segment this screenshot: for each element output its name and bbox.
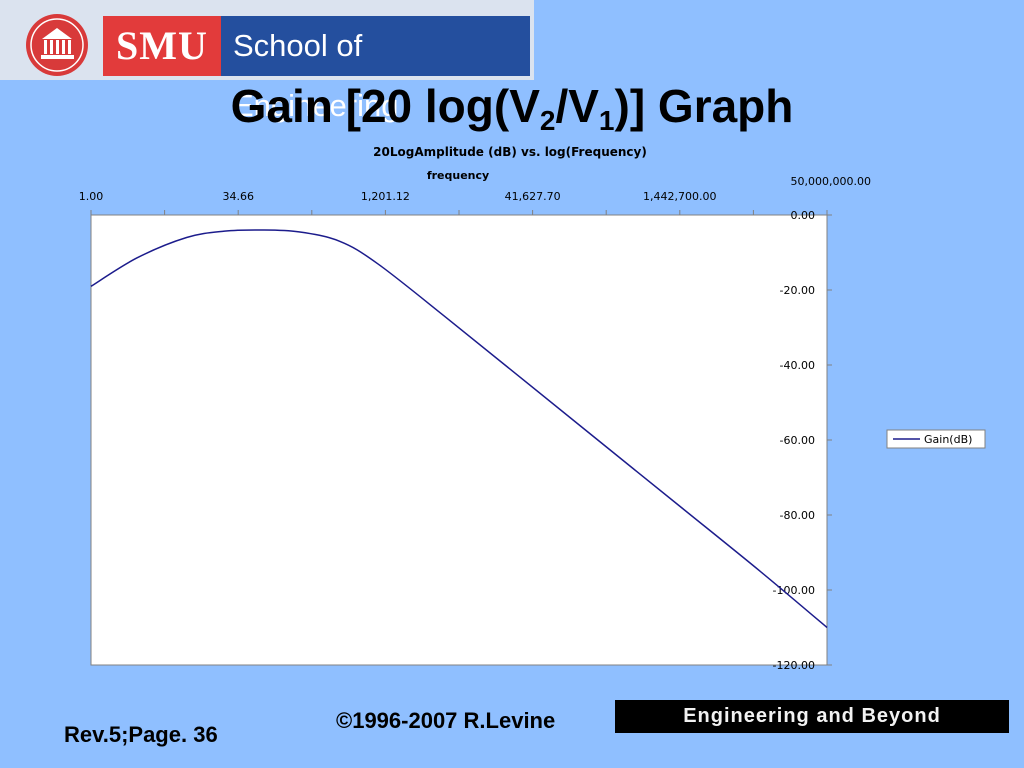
title-prefix: Gain [20 log(V [230,80,540,132]
title-mid: /V [555,80,599,132]
chart-title: 20LogAmplitude (dB) vs. log(Frequency) [373,145,647,159]
engineering-and-beyond-banner: Engineering and Beyond [615,700,1009,733]
series-line-gain-db [90,229,828,629]
smu-wordmark: SMU [103,16,221,76]
university-seal-icon [26,14,88,76]
x-axis: 1.00 34.66 1,201.12 41,627.70 1,442,700.00 50… [79,175,871,215]
x-tick-label: 1,201.12 [361,190,410,203]
copyright-notice: ©1996-2007 R.Levine [336,708,556,733]
slide-title: Gain [20 log(V2/V1)] Graph [0,76,1024,151]
y-tick-label: -60.00 [780,434,815,447]
title-suffix: )] Graph [614,80,794,132]
y-tick-label: -20.00 [780,284,815,297]
plot-area [90,214,828,666]
title-subscript-2: 2 [539,105,556,136]
x-tick-label: 1,442,700.00 [643,190,716,203]
legend: Gain(dB) [886,429,986,449]
school-of-engineering-wordmark: School of Engineering [221,16,530,123]
legend-label: Gain(dB) [924,433,972,446]
legend-box [886,429,986,449]
y-tick-label: -100.00 [773,584,815,597]
gain-chart: 20LogAmplitude (dB) vs. log(Frequency) f… [79,145,986,672]
x-tick-label: 1.00 [79,190,104,203]
title-subscript-1: 1 [598,105,615,136]
y-tick-label: 0.00 [791,209,816,222]
y-tick-label: -40.00 [780,359,815,372]
revision-page-label: Rev.5;Page. 36 [64,722,218,747]
y-axis: 0.00 -20.00 -40.00 -60.00 -80.00 -100.00 -120.… [773,209,832,672]
x-tick-label: 50,000,000.00 [791,175,871,188]
y-tick-label: -120.00 [773,659,815,672]
x-tick-label: 34.66 [222,190,254,203]
y-tick-label: -80.00 [780,509,815,522]
logo-banner: SMU School of Engineering [0,0,534,123]
x-axis-label: frequency [427,169,489,182]
x-tick-label: 41,627.70 [505,190,561,203]
